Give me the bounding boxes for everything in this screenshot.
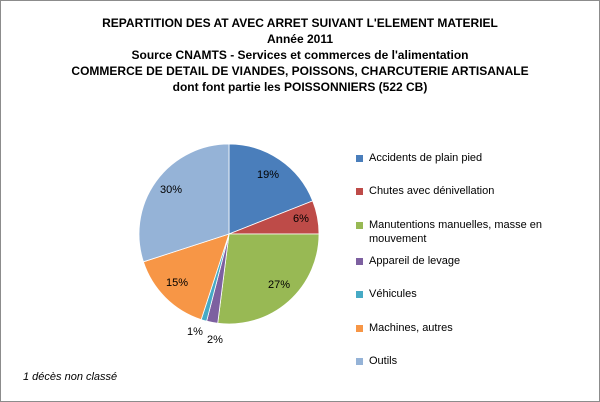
legend-item-5: Véhicules: [356, 287, 589, 301]
title-line-3: Source CNAMTS - Services et commerces de…: [131, 48, 469, 62]
pie-slice-3: [217, 233, 320, 325]
legend-item-1: Accidents de plain pied: [356, 151, 589, 165]
legend-swatch-2: [356, 188, 363, 195]
legend-swatch-7: [356, 358, 363, 365]
slice-label-3: 27%: [268, 279, 290, 291]
legend-swatch-6: [356, 325, 363, 332]
title-line-2: Année 2011: [266, 32, 334, 46]
slice-label-6: 15%: [166, 277, 188, 289]
legend-swatch-5: [356, 291, 363, 298]
slice-label-1: 19%: [257, 169, 279, 181]
legend-item-3: Manutentions manuelles, masse en mouveme…: [356, 218, 589, 246]
slice-label-4: 2%: [207, 334, 223, 346]
legend-label-4: Appareil de levage: [369, 255, 461, 267]
legend-label-7: Outils: [369, 355, 398, 367]
legend-item-2: Chutes avec dénivellation: [356, 184, 589, 198]
slice-label-5: 1%: [187, 326, 203, 338]
legend-swatch-1: [356, 155, 363, 162]
legend-item-7: Outils: [356, 354, 589, 368]
note-text: 1 décès non classé: [23, 371, 118, 383]
legend-item-6: Machines, autres: [356, 321, 589, 335]
pie-slice-1: [228, 143, 314, 235]
title-line-5: dont font partie les POISSONNIERS (522 C…: [172, 80, 428, 94]
pie-slice-6: [142, 233, 230, 321]
pie-slice-7: [138, 143, 230, 263]
legend-item-4: Appareil de levage: [356, 254, 589, 268]
legend-label-5: Véhicules: [369, 288, 417, 300]
legend-label-3: Manutentions manuelles, masse en mouveme…: [369, 219, 543, 245]
slice-label-2: 6%: [293, 213, 309, 225]
title-line-1: REPARTITION DES AT AVEC ARRET SUIVANT L'…: [102, 16, 498, 30]
legend-label-6: Machines, autres: [369, 322, 453, 334]
legend-swatch-4: [356, 258, 363, 265]
slice-label-7: 30%: [160, 184, 182, 196]
title-line-4: COMMERCE DE DETAIL DE VIANDES, POISSONS,…: [71, 64, 529, 78]
chart-title: REPARTITION DES AT AVEC ARRET SUIVANT L'…: [1, 15, 599, 95]
legend-label-1: Accidents de plain pied: [369, 152, 483, 164]
legend-label-2: Chutes avec dénivellation: [369, 185, 495, 197]
legend-swatch-3: [356, 222, 363, 229]
